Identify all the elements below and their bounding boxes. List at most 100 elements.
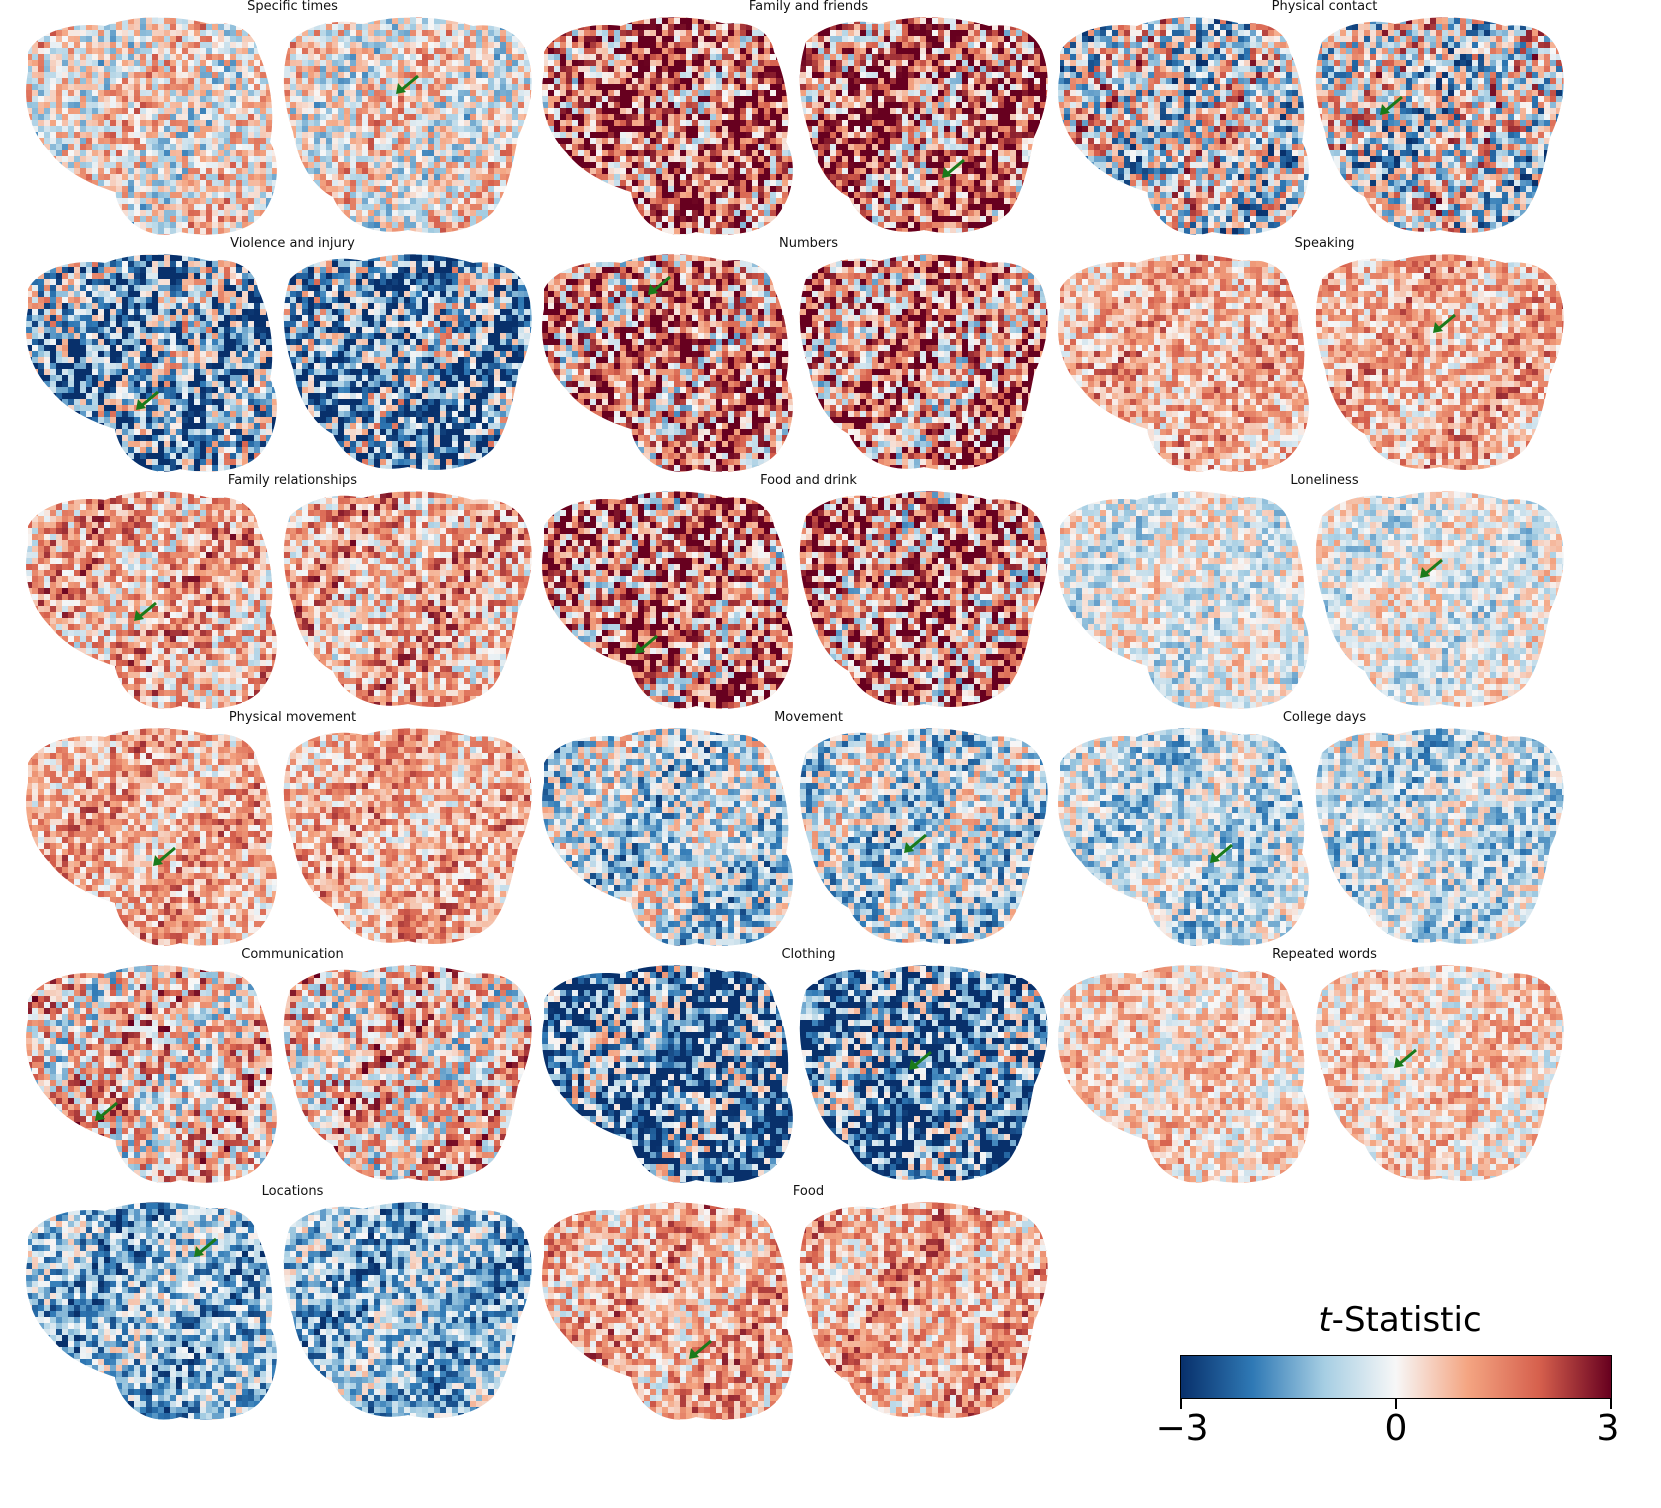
- panel-locations: Locations: [20, 1185, 565, 1435]
- highlight-arrow-icon: [648, 275, 671, 295]
- flatmap-pair: [1058, 728, 1564, 946]
- flatmap-left-hemisphere: [542, 254, 793, 472]
- colorbar-title-rest: -Statistic: [1332, 1300, 1482, 1340]
- flatmap-left-hemisphere: [542, 965, 793, 1183]
- flatmap-pair: [26, 965, 532, 1183]
- flatmap-left-hemisphere: [542, 491, 793, 709]
- flatmap-right-hemisphere: [283, 965, 532, 1181]
- panel-title: Speaking: [1052, 237, 1597, 251]
- flatmap-left-hemisphere: [26, 491, 277, 709]
- flatmap-right-hemisphere: [283, 728, 532, 944]
- flatmap-pair: [1058, 491, 1564, 709]
- panel-title: Family and friends: [536, 0, 1081, 14]
- panel-title: Family relationships: [20, 474, 565, 488]
- flatmap-right-hemisphere: [1315, 965, 1564, 1181]
- panel-title: Specific times: [20, 0, 565, 14]
- colorbar-tick-max: [1610, 1399, 1612, 1409]
- flatmap-right-hemisphere: [283, 254, 532, 470]
- panel-speaking: Speaking: [1052, 237, 1597, 487]
- flatmap-right-hemisphere: [1315, 17, 1564, 233]
- panel-title: Violence and injury: [20, 237, 565, 251]
- panel-title: Physical contact: [1052, 0, 1597, 14]
- flatmap-right-hemisphere: [1315, 728, 1564, 944]
- highlight-arrow-icon: [1210, 843, 1233, 863]
- colorbar-label-min: −3: [1155, 1408, 1208, 1449]
- flatmap-pair: [1058, 254, 1564, 472]
- flatmap-left-hemisphere: [1058, 965, 1309, 1183]
- panel-title: College days: [1052, 711, 1597, 725]
- panel-physical-movement: Physical movement: [20, 711, 565, 961]
- colorbar-label-mid: 0: [1385, 1408, 1408, 1449]
- colorbar-title: t-Statistic: [1170, 1300, 1630, 1340]
- highlight-arrow-icon: [95, 1101, 118, 1121]
- panel-college-days: College days: [1052, 711, 1597, 961]
- panel-title: Communication: [20, 948, 565, 962]
- colorbar: t-Statistic −3 0 3: [1155, 1300, 1630, 1500]
- panel-title: Locations: [20, 1185, 565, 1199]
- flatmap-right-hemisphere: [799, 491, 1048, 707]
- highlight-arrow-icon: [194, 1237, 217, 1257]
- flatmap-pair: [542, 491, 1048, 709]
- flatmap-pair: [542, 1202, 1048, 1420]
- flatmap-pair: [542, 254, 1048, 472]
- panel-violence-and-injury: Violence and injury: [20, 237, 565, 487]
- flatmap-left-hemisphere: [542, 17, 793, 235]
- flatmap-right-hemisphere: [1315, 254, 1564, 470]
- colorbar-tick-mid: [1395, 1399, 1397, 1409]
- flatmap-right-hemisphere: [283, 1202, 532, 1418]
- flatmap-pair: [26, 491, 532, 709]
- panel-title: Physical movement: [20, 711, 565, 725]
- flatmap-pair: [26, 17, 532, 235]
- flatmap-right-hemisphere: [799, 254, 1048, 470]
- panel-repeated-words: Repeated words: [1052, 948, 1597, 1198]
- panel-physical-contact: Physical contact: [1052, 0, 1597, 250]
- highlight-arrow-icon: [689, 1339, 712, 1359]
- flatmap-left-hemisphere: [542, 1202, 793, 1420]
- panel-title: Repeated words: [1052, 948, 1597, 962]
- highlight-arrow-icon: [1380, 95, 1403, 115]
- flatmap-right-hemisphere: [799, 965, 1048, 1181]
- highlight-arrow-icon: [1433, 313, 1456, 333]
- flatmap-left-hemisphere: [26, 965, 277, 1183]
- panel-clothing: Clothing: [536, 948, 1081, 1198]
- flatmap-right-hemisphere: [283, 491, 532, 707]
- flatmap-right-hemisphere: [283, 17, 532, 233]
- colorbar-label-max: 3: [1597, 1408, 1620, 1449]
- flatmap-left-hemisphere: [26, 728, 277, 946]
- panel-specific-times: Specific times: [20, 0, 565, 250]
- highlight-arrow-icon: [1420, 558, 1443, 578]
- highlight-arrow-icon: [136, 390, 159, 410]
- highlight-arrow-icon: [153, 846, 176, 866]
- flatmap-right-hemisphere: [799, 1202, 1048, 1418]
- flatmap-left-hemisphere: [26, 254, 277, 472]
- panel-loneliness: Loneliness: [1052, 474, 1597, 724]
- panel-family-and-friends: Family and friends: [536, 0, 1081, 250]
- flatmap-pair: [26, 1202, 532, 1420]
- colorbar-tick-min: [1180, 1399, 1182, 1409]
- flatmap-left-hemisphere: [26, 17, 277, 235]
- flatmap-right-hemisphere: [1315, 491, 1564, 707]
- panel-title: Clothing: [536, 948, 1081, 962]
- highlight-arrow-icon: [1394, 1048, 1417, 1068]
- colorbar-gradient: [1180, 1355, 1612, 1399]
- colorbar-title-italic: t: [1318, 1300, 1331, 1340]
- panel-title: Movement: [536, 711, 1081, 725]
- highlight-arrow-icon: [942, 158, 965, 178]
- flatmap-left-hemisphere: [1058, 254, 1309, 472]
- highlight-arrow-icon: [635, 634, 658, 654]
- panel-communication: Communication: [20, 948, 565, 1198]
- highlight-arrow-icon: [396, 74, 419, 94]
- panel-title: Loneliness: [1052, 474, 1597, 488]
- panel-title: Numbers: [536, 237, 1081, 251]
- panel-numbers: Numbers: [536, 237, 1081, 487]
- panel-food: Food: [536, 1185, 1081, 1435]
- panel-title: Food and drink: [536, 474, 1081, 488]
- flatmap-pair: [1058, 965, 1564, 1183]
- flatmap-pair: [26, 254, 532, 472]
- panel-food-and-drink: Food and drink: [536, 474, 1081, 724]
- flatmap-left-hemisphere: [26, 1202, 277, 1420]
- flatmap-left-hemisphere: [1058, 728, 1309, 946]
- highlight-arrow-icon: [909, 1050, 932, 1070]
- flatmap-left-hemisphere: [1058, 491, 1309, 709]
- highlight-arrow-icon: [904, 833, 927, 853]
